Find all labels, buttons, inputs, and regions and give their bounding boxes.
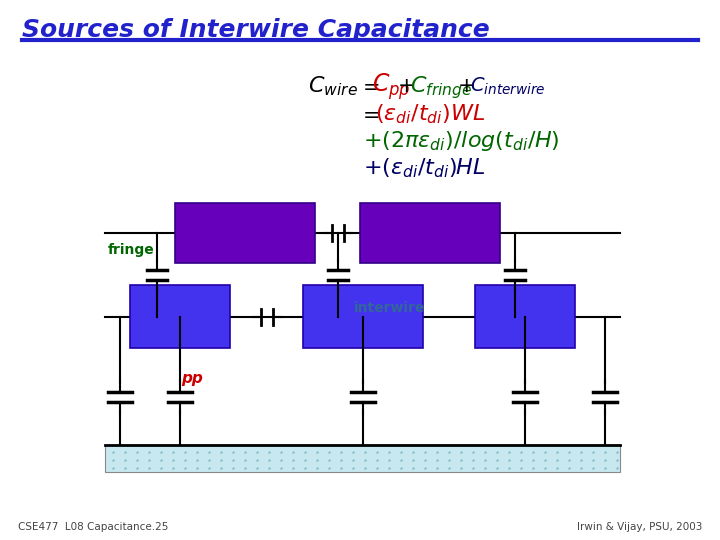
Text: Irwin & Vijay, PSU, 2003: Irwin & Vijay, PSU, 2003 xyxy=(577,522,702,532)
Bar xyxy=(360,203,500,263)
Text: $=$: $=$ xyxy=(358,76,379,96)
Text: $C_{pp}$: $C_{pp}$ xyxy=(372,71,410,102)
Bar xyxy=(130,285,230,348)
Bar xyxy=(303,285,423,348)
Text: $+ (\varepsilon_{di}/t_{di})HL$: $+ (\varepsilon_{di}/t_{di})HL$ xyxy=(363,156,485,180)
Text: $C_{wire}$: $C_{wire}$ xyxy=(308,74,358,98)
Text: $+$: $+$ xyxy=(397,76,415,96)
Text: $C_{interwire}$: $C_{interwire}$ xyxy=(470,76,546,97)
Text: interwire: interwire xyxy=(354,301,426,315)
Text: $=$: $=$ xyxy=(358,104,379,124)
Text: $C_{fringe}$: $C_{fringe}$ xyxy=(410,74,472,100)
Text: $+ (2\pi\varepsilon_{di})/log(t_{di}/H)$: $+ (2\pi\varepsilon_{di})/log(t_{di}/H)$ xyxy=(363,129,559,153)
Bar xyxy=(475,285,575,348)
Bar xyxy=(105,445,620,472)
Text: $(\varepsilon_{di}/t_{di})WL$: $(\varepsilon_{di}/t_{di})WL$ xyxy=(375,102,485,126)
Text: $+$: $+$ xyxy=(457,76,474,96)
Text: Sources of Interwire Capacitance: Sources of Interwire Capacitance xyxy=(22,18,490,42)
Text: CSE477  L08 Capacitance.25: CSE477 L08 Capacitance.25 xyxy=(18,522,168,532)
Text: pp: pp xyxy=(181,370,203,386)
Text: fringe: fringe xyxy=(108,243,155,257)
Bar xyxy=(175,203,315,263)
